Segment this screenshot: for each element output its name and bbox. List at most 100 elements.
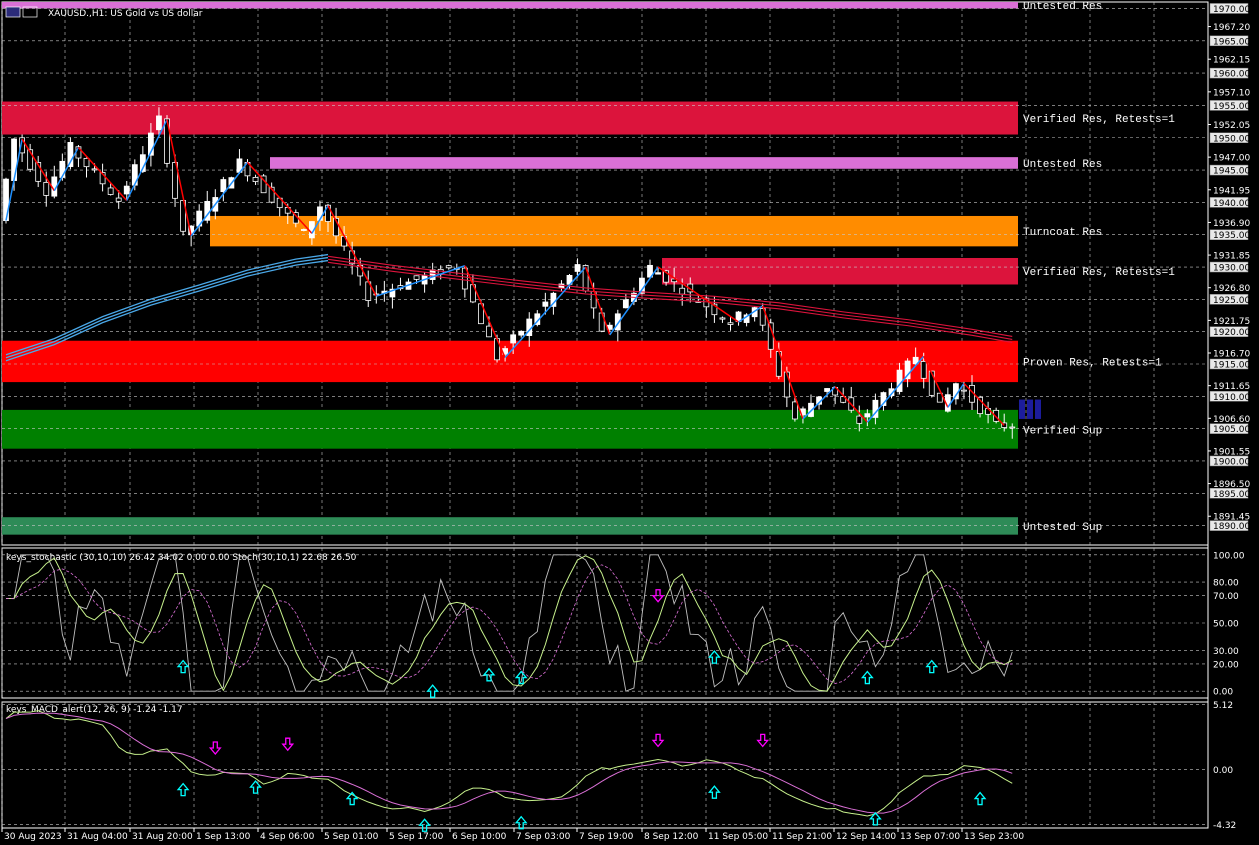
moving-average-blue [5,256,329,359]
stoch-tick: 30.00 [1213,647,1239,657]
price-tick: 1926.80 [1213,284,1250,294]
time-label: 30 Aug 2023 [4,832,62,842]
candle-body [461,267,468,290]
zone-band [210,215,1018,247]
sell-arrow-icon [651,733,665,748]
zigzag-segment [77,146,128,201]
candle-body [993,409,1000,422]
moving-average-red [327,258,1013,340]
candle-body [880,392,887,406]
stoch-tick: 0.00 [1213,688,1233,698]
sell-arrow-icon [651,589,665,603]
price-tick: 1930.00 [1213,264,1250,274]
candle-body [719,317,726,320]
price-tag [1209,488,1249,499]
price-tick: 1941.95 [1213,186,1250,196]
zigzag-segment [166,119,192,237]
candle-body [920,361,927,379]
zigzag-segment [923,355,949,408]
candle-body [622,299,629,309]
price-tag [1209,67,1249,79]
time-label: 1 Sep 13:00 [196,832,251,842]
price-tick: 1900.00 [1213,457,1250,467]
candle-body [486,325,492,338]
macd-signal-line [5,712,1013,814]
price-tick: 1965.00 [1213,37,1250,47]
stoch-tick: 50.00 [1213,620,1239,630]
buy-arrow-icon [176,659,190,674]
candle-body [614,313,621,331]
price-tick: 1940.00 [1213,199,1250,209]
zigzag-segment [504,266,587,359]
price-tag [1209,261,1249,273]
time-label: 7 Sep 19:00 [579,832,634,842]
candle-body [510,334,517,344]
price-tick: 1935.00 [1213,231,1250,241]
candle-body [936,392,943,403]
price-tick: 1890.00 [1213,522,1250,532]
time-label: 31 Aug 20:00 [132,832,193,842]
candle-body [35,162,42,182]
buy-arrow-icon [925,659,939,674]
candle-body [1009,426,1016,429]
candle-body [67,142,74,167]
candle-body [856,415,863,424]
time-label: 11 Sep 05:00 [708,832,768,842]
zigzag-segment [5,138,23,221]
zigzag-segment [21,138,55,192]
price-tick: 1962.15 [1213,56,1250,66]
macd-pane[interactable]: 5.12 0.00 -4.32 keys_MACD_alert(12, 26, 9) … [2,701,1236,832]
candle-body [147,132,154,156]
candle-body [977,396,983,415]
price-tick: 1921.75 [1213,317,1250,327]
price-tag [1209,326,1249,337]
time-label: 7 Sep 03:00 [516,832,571,842]
price-tick: 1955.00 [1213,102,1250,112]
symbol-title: XAUUSD.,H1: US Gold vs US dollar [48,9,203,19]
price-tick: 1896.50 [1213,480,1250,490]
price-tick: 1915.00 [1213,361,1250,371]
time-axis: 30 Aug 2023 31 Aug 04:00 31 Aug 20:00 1 Sep… [1,828,1024,842]
price-tag [1209,229,1249,240]
zigzag-segment [376,265,466,297]
candle-body [172,162,178,199]
candle-body [19,137,26,154]
candle-body [260,175,267,194]
candle-body [91,168,98,171]
time-label: 13 Sep 07:00 [900,832,960,842]
zone-band [2,409,1018,449]
candle-body [115,197,122,202]
price-tick: 1891.45 [1213,513,1250,523]
price-pane[interactable]: Untested Res Verified Res, Retests=1 Untes… [1,1,1250,829]
zigzag-segment [464,265,506,358]
zone-band [2,517,1018,535]
zigzag-segment [963,382,1005,426]
time-label: 12 Sep 14:00 [836,832,896,842]
time-label: 6 Sep 10:00 [452,832,507,842]
price-tag [1209,35,1249,47]
candle-body [156,115,162,131]
stoch-main-line [5,555,1013,692]
stochastic-pane[interactable]: 100.00 80.00 70.00 50.00 30.00 20.00 0.00 keys_… [2,551,1245,698]
price-tick: 1911.65 [1213,382,1250,392]
price-tag [1209,100,1249,111]
future-bar [1019,399,1025,419]
time-label: 4 Sep 06:00 [260,832,315,842]
price-tag [1209,3,1249,14]
price-tick: 1895.00 [1213,490,1250,500]
flag-icon [5,6,21,18]
zigzag-segment [609,266,659,336]
price-tick: 1920.00 [1213,328,1250,338]
time-label: 8 Sep 12:00 [644,832,699,842]
price-tick: 1916.70 [1213,350,1250,360]
price-tag [1209,294,1249,305]
time-label: 5 Sep 17:00 [389,832,444,842]
time-label: 13 Sep 23:00 [964,832,1024,842]
moving-average-blue [5,259,329,362]
candle-body [961,389,967,392]
candle-body [123,185,130,195]
time-label: 31 Aug 04:00 [67,832,128,842]
zigzag-segment [246,161,313,234]
candle-body [542,301,549,307]
